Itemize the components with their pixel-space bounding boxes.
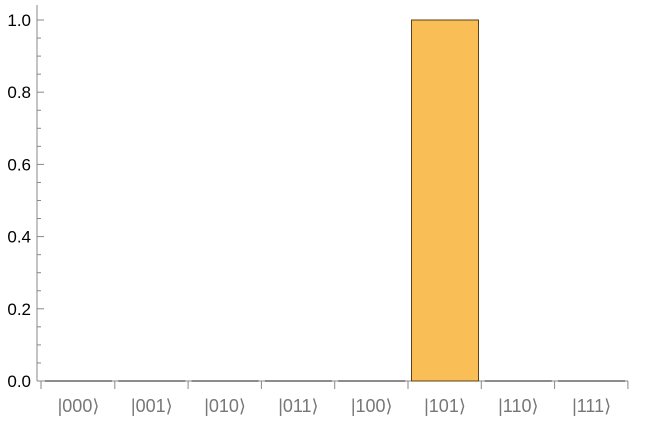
x-tick-label: |100⟩ xyxy=(351,396,393,416)
y-tick-label: 0.8 xyxy=(7,83,31,102)
y-tick-label: 0.6 xyxy=(7,155,31,174)
x-tick-label: |000⟩ xyxy=(58,396,100,416)
x-tick-label: |010⟩ xyxy=(204,396,246,416)
y-tick-label: 0.4 xyxy=(7,228,31,247)
y-tick-label: 1.0 xyxy=(7,11,31,30)
x-tick-label: |011⟩ xyxy=(278,396,318,416)
y-tick-label: 0.2 xyxy=(7,300,31,319)
x-tick-label: |101⟩ xyxy=(424,396,466,416)
x-tick-label: |110⟩ xyxy=(498,396,538,416)
y-tick-label: 0.0 xyxy=(7,372,31,391)
x-tick-label: |001⟩ xyxy=(131,396,173,416)
bar-5 xyxy=(411,19,479,382)
x-tick-label: |111⟩ xyxy=(572,396,611,416)
